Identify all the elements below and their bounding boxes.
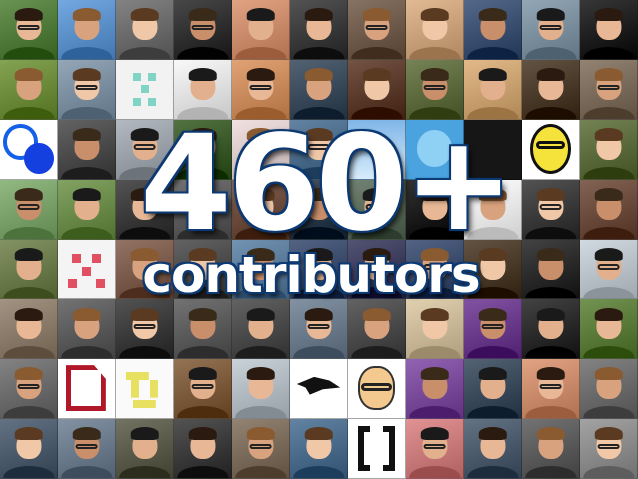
avatar (464, 419, 522, 479)
avatar (580, 299, 638, 360)
avatar (0, 359, 58, 420)
avatar (232, 419, 290, 479)
avatar (580, 359, 638, 420)
avatar (580, 119, 638, 180)
avatar (290, 0, 348, 60)
avatar (232, 299, 290, 360)
avatar (232, 0, 290, 60)
circles-blue-tile (0, 119, 58, 180)
avatar (522, 359, 580, 420)
doc-icon-tile (58, 359, 116, 420)
avatar (348, 59, 406, 120)
avatar (174, 299, 232, 360)
avatar (116, 419, 174, 479)
avatar (580, 239, 638, 300)
avatar (348, 239, 406, 300)
avatar (522, 299, 580, 360)
avatar (406, 299, 464, 360)
avatar (58, 419, 116, 479)
avatar (464, 179, 522, 240)
smiley-tile (522, 119, 580, 180)
avatar (174, 59, 232, 120)
avatar (58, 59, 116, 120)
avatar (116, 239, 174, 300)
avatar (0, 299, 58, 360)
avatar (116, 299, 174, 360)
avatar (406, 239, 464, 300)
avatar (406, 59, 464, 120)
avatar (348, 0, 406, 60)
avatar (232, 179, 290, 240)
avatar (290, 419, 348, 479)
avatar (464, 0, 522, 60)
avatar (232, 119, 290, 180)
avatar (58, 119, 116, 180)
avatar (464, 299, 522, 360)
avatar (174, 119, 232, 180)
avatar (290, 299, 348, 360)
avatar (290, 119, 348, 180)
avatar (580, 419, 638, 479)
avatar (406, 359, 464, 420)
avatar (464, 359, 522, 420)
avatar (232, 239, 290, 300)
avatar (58, 179, 116, 240)
avatar (174, 359, 232, 420)
avatar (116, 119, 174, 180)
avatar (522, 239, 580, 300)
avatar (174, 179, 232, 240)
avatar (406, 179, 464, 240)
avatar (406, 419, 464, 479)
avatar (522, 419, 580, 479)
avatar (0, 239, 58, 300)
avatar (464, 239, 522, 300)
avatar (58, 299, 116, 360)
avatar (58, 0, 116, 60)
avatar (174, 239, 232, 300)
pattern-yellow-tile (116, 359, 174, 420)
twitter-bird-tile (406, 119, 464, 180)
avatar (290, 239, 348, 300)
avatar (116, 0, 174, 60)
avatar (580, 59, 638, 120)
avatar (290, 59, 348, 120)
avatar (232, 359, 290, 420)
avatar (522, 179, 580, 240)
cartoon-tile (348, 359, 406, 420)
avatar (580, 179, 638, 240)
bird-tile-tile (290, 359, 348, 420)
avatar (290, 179, 348, 240)
avatar (522, 59, 580, 120)
avatar (174, 419, 232, 479)
avatar (0, 179, 58, 240)
pattern-teal-tile (116, 59, 174, 120)
avatar (0, 0, 58, 60)
avatar (580, 0, 638, 60)
avatar (0, 419, 58, 479)
dark-tile (464, 119, 522, 180)
sky-tile (348, 119, 406, 180)
avatar (174, 0, 232, 60)
avatar (348, 179, 406, 240)
avatar (406, 0, 464, 60)
avatar (116, 179, 174, 240)
avatar (348, 299, 406, 360)
bracket-icon-tile (348, 419, 406, 479)
avatar (0, 59, 58, 120)
avatar (464, 59, 522, 120)
pattern-pink-tile (58, 239, 116, 300)
avatar (232, 59, 290, 120)
avatar (522, 0, 580, 60)
